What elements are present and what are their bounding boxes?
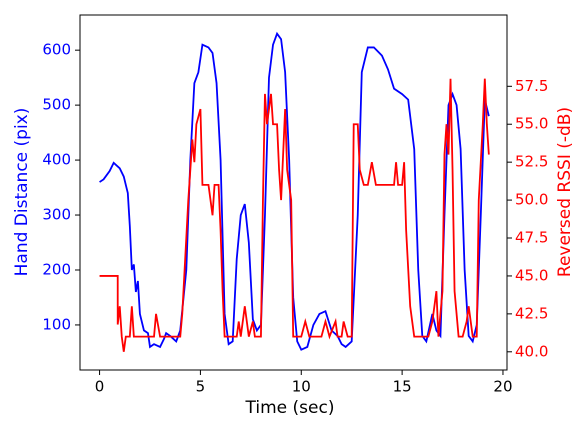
y2-tick-label: 50.0 bbox=[515, 191, 548, 209]
y-tick-label: 200 bbox=[42, 260, 71, 278]
x-tick-label: 15 bbox=[393, 378, 412, 396]
x-tick-label: 10 bbox=[292, 378, 311, 396]
data-line bbox=[99, 78, 490, 352]
y2-tick-label: 52.5 bbox=[515, 153, 548, 171]
y-tick-label: 100 bbox=[42, 315, 71, 333]
y-tick-label: 400 bbox=[42, 151, 71, 169]
y2-axis-label: Reversed RSSI (-dB) bbox=[555, 107, 575, 277]
y-tick-label: 500 bbox=[42, 96, 71, 114]
data-line bbox=[99, 31, 490, 351]
x-tick-label: 5 bbox=[196, 378, 206, 396]
y-tick-label: 600 bbox=[42, 41, 71, 59]
y2-tick-label: 42.5 bbox=[515, 304, 548, 322]
y-tick-label: 300 bbox=[42, 206, 71, 224]
y2-tick-label: 57.5 bbox=[515, 77, 548, 95]
plot-frame bbox=[79, 14, 508, 371]
y2-tick-label: 40.0 bbox=[515, 342, 548, 360]
y2-tick-label: 45.0 bbox=[515, 266, 548, 284]
y2-tick-label: 47.5 bbox=[515, 229, 548, 247]
x-tick-label: 0 bbox=[95, 378, 105, 396]
y2-tick-label: 55.0 bbox=[515, 115, 548, 133]
x-tick-label: 20 bbox=[493, 378, 512, 396]
x-axis-label: Time (sec) bbox=[245, 398, 335, 418]
y-axis-label: Hand Distance (pix) bbox=[12, 108, 32, 277]
